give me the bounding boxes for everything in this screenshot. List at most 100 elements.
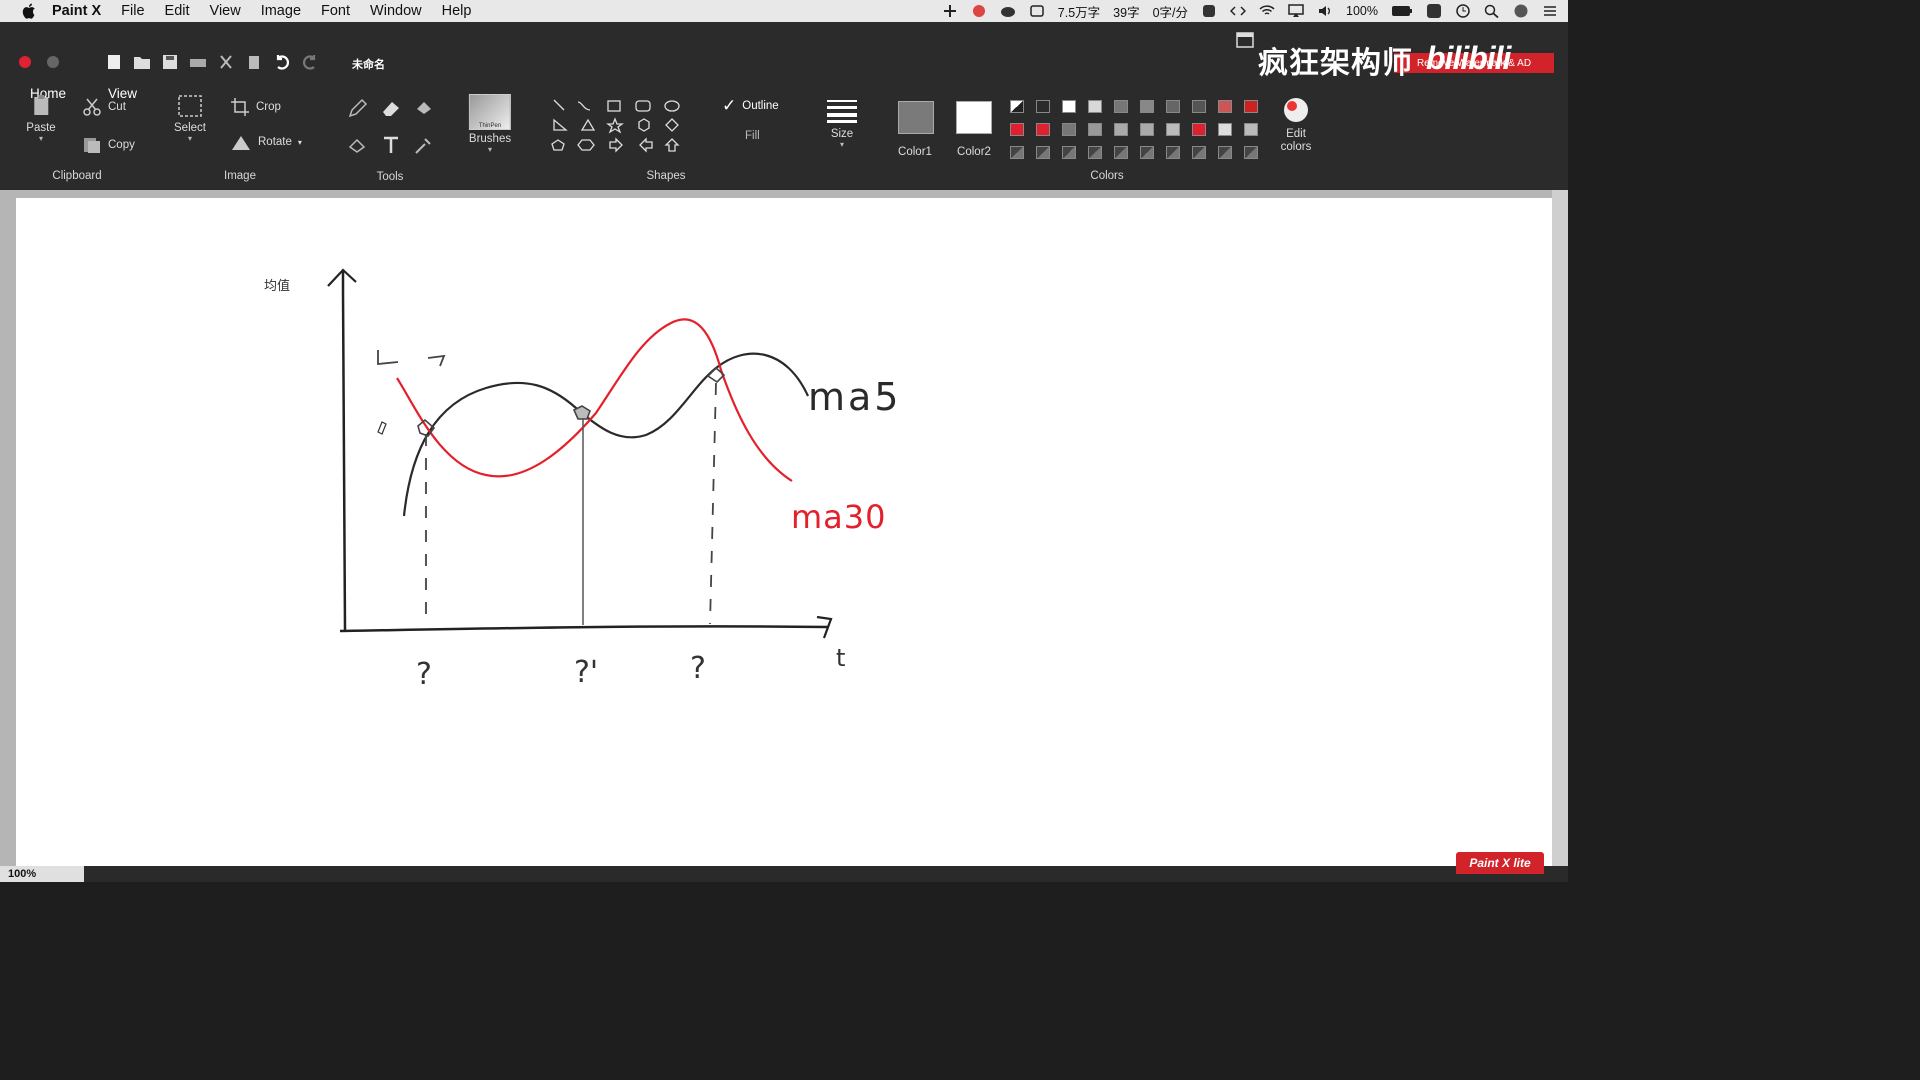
save-icon[interactable] xyxy=(160,53,180,71)
cut-button[interactable]: Cut xyxy=(82,97,126,117)
palette-swatch[interactable] xyxy=(1192,146,1206,159)
palette-swatch[interactable] xyxy=(1244,100,1258,113)
zoom-level[interactable]: 100% xyxy=(0,866,84,882)
palette-swatch[interactable] xyxy=(1010,146,1024,159)
search-icon[interactable] xyxy=(1484,4,1500,18)
color2-swatch[interactable] xyxy=(956,101,992,134)
palette-swatch[interactable] xyxy=(1140,100,1154,113)
menu-window[interactable]: Window xyxy=(370,3,422,19)
window-icon[interactable] xyxy=(1236,32,1254,48)
palette-swatch[interactable] xyxy=(1166,123,1180,136)
palette-swatch[interactable] xyxy=(1062,123,1076,136)
palette-swatch[interactable] xyxy=(1114,123,1128,136)
fill-bucket-icon[interactable] xyxy=(413,97,435,119)
outline-button[interactable]: ✓ Outline xyxy=(722,96,779,116)
color-picker-icon[interactable] xyxy=(413,134,435,156)
palette-swatch[interactable] xyxy=(1010,100,1024,113)
rotate-dropdown-icon[interactable]: ▾ xyxy=(297,137,302,147)
color1-label[interactable]: Color1 xyxy=(898,146,932,158)
palette-swatch[interactable] xyxy=(1244,123,1258,136)
palette-swatch[interactable] xyxy=(1010,123,1024,136)
crop-button[interactable]: Crop xyxy=(230,97,281,117)
record-icon[interactable] xyxy=(971,4,987,18)
edit-colors-button[interactable]: Edit colors xyxy=(1276,96,1316,154)
palette-swatch[interactable] xyxy=(1192,100,1206,113)
siri-icon[interactable] xyxy=(1513,4,1529,18)
print-icon[interactable] xyxy=(188,53,208,71)
select-dropdown-icon[interactable]: ▾ xyxy=(187,134,192,143)
palette-swatch[interactable] xyxy=(1036,123,1050,136)
menu-image[interactable]: Image xyxy=(260,3,302,19)
tab-view[interactable]: View xyxy=(108,86,138,101)
palette-swatch[interactable] xyxy=(1114,100,1128,113)
new-file-icon[interactable] xyxy=(104,53,124,71)
cut-quick-icon[interactable] xyxy=(216,53,236,71)
palette-swatch[interactable] xyxy=(1036,100,1050,113)
menu-view[interactable]: View xyxy=(209,3,241,19)
drawing-canvas[interactable]: 均值 t ma5 ma30 ? ?' ? xyxy=(16,198,1552,866)
outline-check-icon: ✓ xyxy=(722,96,737,115)
palette-swatch[interactable] xyxy=(1140,146,1154,159)
color2-label[interactable]: Color2 xyxy=(957,146,991,158)
wifi-icon[interactable] xyxy=(1259,4,1275,18)
palette-swatch[interactable] xyxy=(1166,146,1180,159)
palette-swatch[interactable] xyxy=(1062,100,1076,113)
menu-edit[interactable]: Edit xyxy=(164,3,190,19)
size-dropdown-icon[interactable]: ▾ xyxy=(839,140,844,149)
palette-swatch[interactable] xyxy=(1114,146,1128,159)
redo-icon[interactable] xyxy=(300,53,320,71)
fill-button[interactable]: Fill xyxy=(745,130,760,142)
close-window-icon[interactable] xyxy=(18,53,38,71)
paste-quick-icon[interactable] xyxy=(244,53,264,71)
palette-swatch[interactable] xyxy=(1088,100,1102,113)
menu-app[interactable]: Paint X xyxy=(52,3,102,19)
select-button[interactable]: Select ▾ xyxy=(174,94,206,143)
paste-dropdown-icon[interactable]: ▾ xyxy=(38,134,44,143)
eraser-icon[interactable] xyxy=(380,97,402,119)
palette-swatch[interactable] xyxy=(1088,123,1102,136)
paint-x-lite-badge[interactable]: Paint X lite xyxy=(1456,852,1544,874)
clock-icon[interactable] xyxy=(1455,4,1471,18)
s-app-icon[interactable] xyxy=(1426,4,1442,18)
palette-swatch[interactable] xyxy=(1218,146,1232,159)
shapes-gallery[interactable] xyxy=(548,98,688,158)
minimize-window-icon[interactable] xyxy=(46,53,66,71)
menu-file[interactable]: File xyxy=(121,3,145,19)
airplay-icon[interactable] xyxy=(1288,4,1304,18)
brushes-dropdown-icon[interactable]: ▾ xyxy=(487,145,492,154)
menu-help[interactable]: Help xyxy=(441,3,472,19)
paste-button[interactable]: Paste ▾ xyxy=(26,94,56,143)
control-center-icon[interactable] xyxy=(1542,4,1558,18)
apple-logo-icon[interactable] xyxy=(22,3,38,19)
pencil-icon[interactable] xyxy=(347,97,369,119)
palette-swatch[interactable] xyxy=(1140,123,1154,136)
vertical-scrollbar[interactable] xyxy=(1552,190,1568,866)
palette-swatch[interactable] xyxy=(1166,100,1180,113)
palette-swatch[interactable] xyxy=(1218,123,1232,136)
palette-swatch[interactable] xyxy=(1218,100,1232,113)
volume-icon[interactable] xyxy=(1317,4,1333,18)
color-fill-icon[interactable] xyxy=(347,134,369,156)
palette-swatch[interactable] xyxy=(1088,146,1102,159)
rotate-button[interactable]: Rotate ▾ xyxy=(230,132,302,152)
battery-icon[interactable] xyxy=(1391,4,1413,18)
remove-watermark-button[interactable]: Remove Watermark & AD xyxy=(1394,53,1554,73)
cloud-icon[interactable] xyxy=(1000,4,1016,18)
palette-swatch[interactable] xyxy=(1036,146,1050,159)
group-clipboard: Clipboard xyxy=(52,170,102,182)
color1-swatch[interactable] xyxy=(898,101,934,134)
palette-swatch[interactable] xyxy=(1244,146,1258,159)
extension-icon[interactable] xyxy=(1201,4,1217,18)
menu-font[interactable]: Font xyxy=(321,3,351,19)
undo-icon[interactable] xyxy=(272,53,292,71)
palette-swatch[interactable] xyxy=(1192,123,1206,136)
palette-swatch[interactable] xyxy=(1062,146,1076,159)
text-tool-icon[interactable] xyxy=(380,134,402,156)
copy-button[interactable]: Copy xyxy=(82,135,135,155)
screen-icon[interactable] xyxy=(1029,4,1045,18)
size-button[interactable]: Size ▾ xyxy=(826,98,858,149)
open-folder-icon[interactable] xyxy=(132,53,152,71)
code-icon[interactable] xyxy=(1230,4,1247,18)
brushes-button[interactable]: ThinPen Brushes ▾ xyxy=(469,94,511,154)
add-icon[interactable] xyxy=(942,4,958,18)
